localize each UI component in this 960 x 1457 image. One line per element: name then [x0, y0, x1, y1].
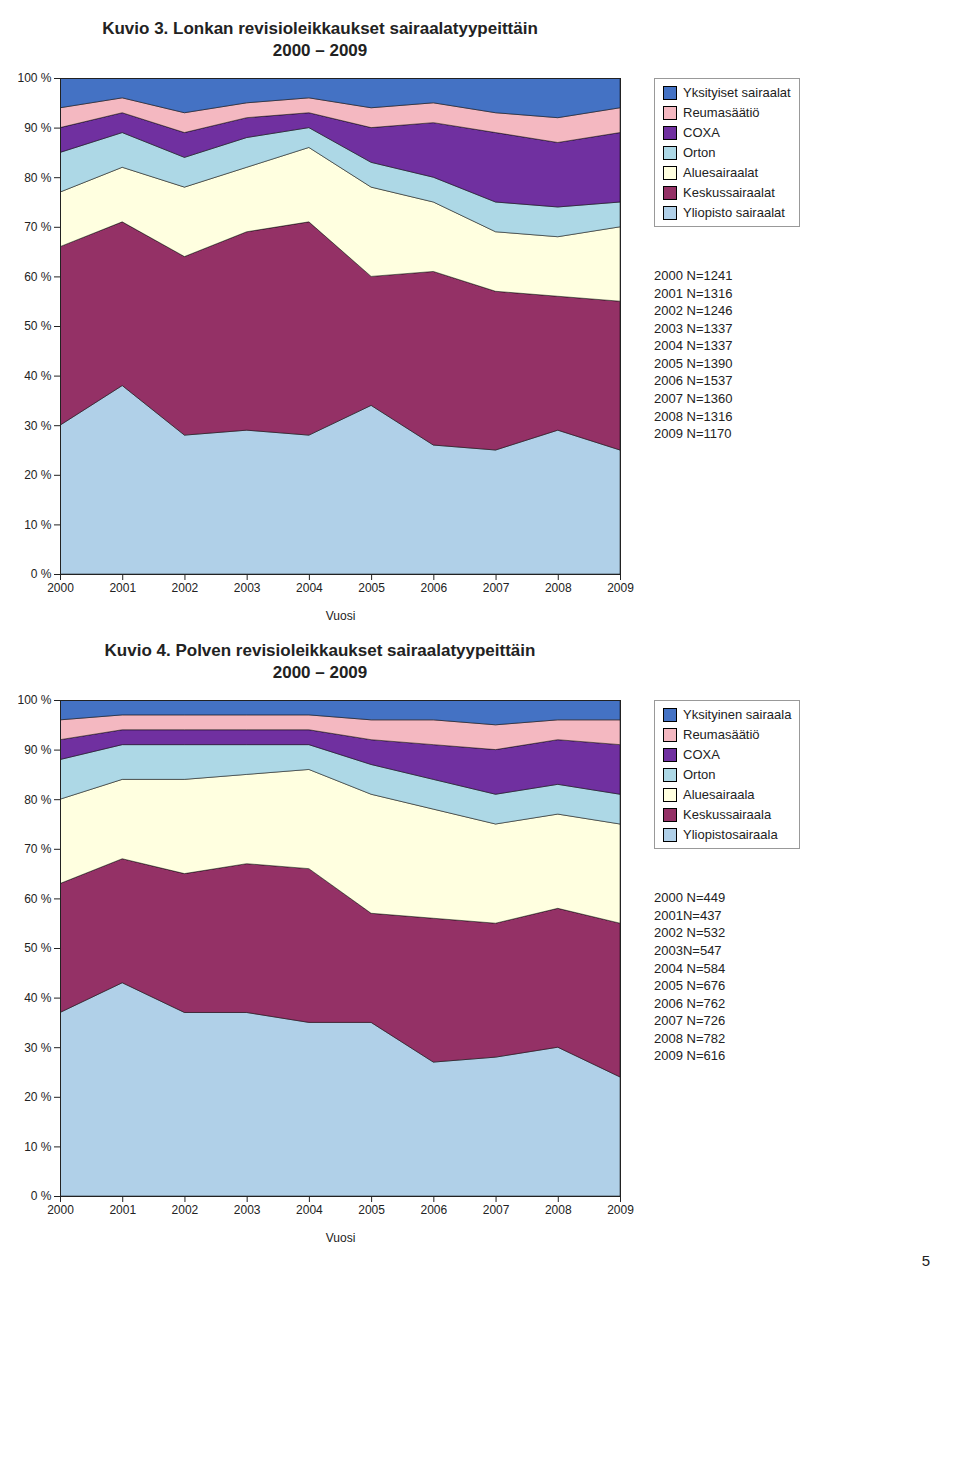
html-text:Aluesairaala: Aluesairaala [683, 787, 755, 803]
svg-text:2007: 2007 [483, 1203, 510, 1217]
html-text:Yksityinen sairaala: Yksityinen sairaala [683, 707, 792, 723]
svg-text:90 %: 90 % [24, 743, 52, 757]
svg-text:30 %: 30 % [24, 1041, 52, 1055]
svg-text:10 %: 10 % [24, 518, 52, 532]
svg-text:90 %: 90 % [24, 121, 52, 135]
html-text:Orton: Orton [683, 145, 716, 161]
html-text:Orton: Orton [683, 767, 716, 783]
svg-text:50 %: 50 % [24, 320, 52, 334]
html-text:5: 5 [921, 1252, 930, 1270]
html-text:2000 – 2009: 2000 – 2009 [272, 663, 368, 683]
html-text:2007 N=726: 2007 N=726 [654, 1013, 726, 1029]
html-text:2005 N=676: 2005 N=676 [654, 978, 726, 994]
svg-text:80 %: 80 % [24, 793, 52, 807]
html-text:2009 N=616: 2009 N=616 [654, 1048, 726, 1064]
html-text:COXA: COXA [683, 125, 720, 141]
html-text:Reumasäätiö: Reumasäätiö [683, 105, 760, 121]
html-text:2009 N=1170: 2009 N=1170 [654, 426, 732, 442]
svg-text:2006: 2006 [420, 1203, 447, 1217]
html-text:2000 N=1241: 2000 N=1241 [654, 268, 733, 284]
svg-text:0 %: 0 % [31, 1190, 52, 1204]
html-text:Keskussairaalat: Keskussairaalat [683, 185, 775, 201]
svg-text:2007: 2007 [483, 581, 510, 595]
html-text:2004 N=1337: 2004 N=1337 [654, 338, 733, 354]
html-text:COXA: COXA [683, 747, 720, 763]
svg-text:2000: 2000 [47, 1203, 74, 1217]
html-text:Kuvio 3. Lonkan revisioleikkau: Kuvio 3. Lonkan revisioleikkaukset saira… [102, 19, 538, 38]
html-text:2003N=547: 2003N=547 [654, 943, 722, 958]
svg-text:0 %: 0 % [31, 568, 52, 582]
svg-text:30 %: 30 % [24, 419, 52, 433]
html-text:Yliopistosairaala: Yliopistosairaala [683, 827, 778, 843]
svg-text:2004: 2004 [296, 581, 323, 595]
svg-text:2002: 2002 [172, 1203, 199, 1217]
svg-text:40 %: 40 % [24, 369, 52, 383]
svg-text:2001: 2001 [109, 1203, 136, 1217]
svg-text:2001: 2001 [109, 581, 136, 595]
svg-text:70 %: 70 % [24, 843, 52, 857]
svg-text:100 %: 100 % [17, 694, 51, 708]
html-text:2005 N=1390: 2005 N=1390 [654, 355, 733, 371]
html-text:2004 N=584: 2004 N=584 [654, 960, 726, 976]
html-text:2001N=437: 2001N=437 [654, 907, 722, 923]
svg-text:2005: 2005 [358, 581, 385, 595]
html-text:2008 N=1316: 2008 N=1316 [654, 408, 733, 424]
svg-text:2000: 2000 [47, 581, 74, 595]
html-text:Aluesairaalat: Aluesairaalat [683, 165, 759, 181]
svg-text:70 %: 70 % [24, 220, 52, 234]
svg-text:2003: 2003 [234, 1203, 261, 1217]
svg-text:40 %: 40 % [24, 991, 52, 1005]
svg-text:60 %: 60 % [24, 270, 52, 284]
html-text:2000 N=449: 2000 N=449 [654, 890, 726, 906]
html-text:2006 N=1537: 2006 N=1537 [654, 373, 733, 389]
html-text:2002 N=1246: 2002 N=1246 [654, 303, 733, 319]
svg-text:2008: 2008 [545, 581, 572, 595]
svg-text:20 %: 20 % [24, 468, 52, 482]
html-text:Kuvio 4. Polven revisioleikkau: Kuvio 4. Polven revisioleikkaukset saira… [104, 641, 536, 661]
html-text:2008 N=782: 2008 N=782 [654, 1030, 726, 1046]
html-text:Keskussairaala: Keskussairaala [683, 807, 772, 823]
svg-text:2008: 2008 [545, 1203, 572, 1217]
html-text:2001 N=1316: 2001 N=1316 [654, 285, 733, 301]
svg-text:10 %: 10 % [24, 1140, 52, 1154]
html-text:2007 N=1360: 2007 N=1360 [654, 391, 733, 406]
svg-text:20 %: 20 % [24, 1091, 52, 1105]
svg-text:80 %: 80 % [24, 171, 52, 185]
svg-text:2006: 2006 [420, 581, 447, 595]
svg-text:50 %: 50 % [24, 942, 52, 956]
html-text:Reumasäätiö: Reumasäätiö [683, 727, 760, 743]
svg-text:Vuosi: Vuosi [326, 1231, 356, 1245]
svg-text:2009: 2009 [607, 1203, 634, 1217]
svg-text:2002: 2002 [172, 581, 199, 595]
html-text:2003 N=1337: 2003 N=1337 [654, 320, 733, 336]
svg-text:2009: 2009 [607, 581, 634, 595]
svg-text:100 %: 100 % [17, 72, 51, 86]
svg-text:60 %: 60 % [24, 892, 52, 906]
svg-text:2005: 2005 [358, 1203, 385, 1217]
html-text:2002 N=532: 2002 N=532 [654, 925, 726, 941]
html-text:2006 N=762: 2006 N=762 [654, 995, 726, 1011]
html-text:2000 – 2009: 2000 – 2009 [272, 41, 368, 61]
html-text:Yliopisto sairaalat: Yliopisto sairaalat [683, 205, 785, 221]
html-text:Yksityiset sairaalat: Yksityiset sairaalat [683, 85, 791, 101]
svg-text:2003: 2003 [234, 581, 261, 595]
svg-text:Vuosi: Vuosi [326, 609, 356, 623]
svg-text:2004: 2004 [296, 1203, 323, 1217]
